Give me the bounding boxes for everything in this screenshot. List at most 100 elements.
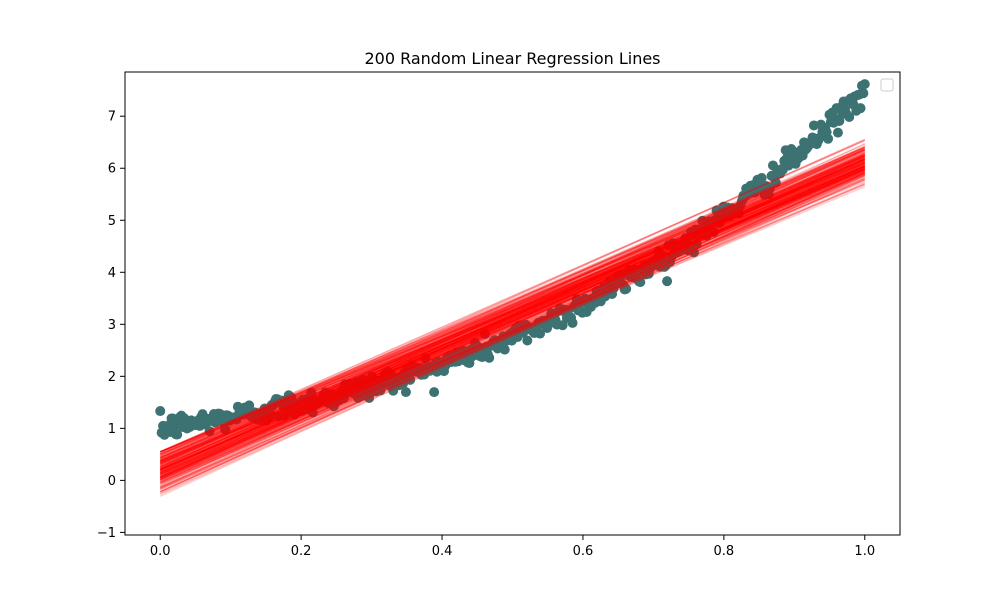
regression-line xyxy=(159,160,866,474)
regression-line xyxy=(159,154,866,466)
regression-line xyxy=(159,160,866,453)
regression-line xyxy=(159,165,866,476)
regression-line xyxy=(159,162,866,484)
regression-line xyxy=(159,174,866,495)
scatter-point xyxy=(823,133,834,144)
regression-line xyxy=(159,168,866,480)
regression-line xyxy=(159,170,866,463)
regression-line xyxy=(159,151,866,480)
regression-line xyxy=(159,177,866,495)
regression-line xyxy=(159,154,866,480)
x-tick-label: 0.0 xyxy=(150,544,171,559)
regression-line xyxy=(159,166,866,484)
regression-line xyxy=(159,173,866,484)
regression-line xyxy=(159,155,866,470)
regression-line xyxy=(159,167,866,479)
regression-line xyxy=(159,156,866,468)
regression-line xyxy=(159,148,866,455)
regression-line xyxy=(159,155,866,477)
regression-line xyxy=(159,146,866,457)
regression-line xyxy=(159,165,866,464)
regression-line xyxy=(159,166,866,473)
regression-line xyxy=(159,148,866,461)
regression-line xyxy=(159,160,866,464)
regression-line xyxy=(159,170,866,478)
regression-line xyxy=(159,155,866,464)
regression-line xyxy=(159,153,866,476)
regression-line xyxy=(159,143,866,459)
scatter-point xyxy=(535,328,546,339)
scatter-point xyxy=(567,317,578,328)
regression-line xyxy=(159,169,866,477)
regression-line xyxy=(159,151,866,470)
regression-line xyxy=(159,171,866,483)
regression-line xyxy=(159,165,866,456)
x-tick-label: 1.0 xyxy=(854,544,875,559)
regression-line xyxy=(159,139,866,453)
regression-line xyxy=(159,158,866,462)
regression-line xyxy=(159,154,866,479)
regression-line xyxy=(159,174,866,475)
regression-line xyxy=(159,183,866,480)
regression-line xyxy=(159,167,866,467)
scatter-point xyxy=(688,247,699,258)
regression-line xyxy=(159,160,866,470)
regression-line xyxy=(159,139,866,456)
regression-line xyxy=(159,152,866,459)
regression-line xyxy=(159,172,866,493)
scatter-point xyxy=(405,374,416,385)
regression-line xyxy=(159,156,866,453)
regression-line xyxy=(159,148,866,453)
regression-line xyxy=(159,166,866,455)
regression-line xyxy=(159,171,866,453)
regression-line xyxy=(159,160,866,468)
regression-line xyxy=(159,158,866,457)
y-tick-label: 4 xyxy=(108,266,116,281)
regression-line xyxy=(159,149,866,458)
regression-line xyxy=(159,174,866,493)
regression-line xyxy=(159,156,866,479)
regression-line xyxy=(159,159,866,471)
regression-line xyxy=(159,146,866,464)
regression-lines-layer xyxy=(159,138,866,497)
regression-line xyxy=(159,174,866,493)
scatter-point xyxy=(635,277,646,288)
regression-line xyxy=(159,166,866,477)
regression-line xyxy=(159,164,866,488)
regression-line xyxy=(159,155,866,455)
regression-line xyxy=(159,165,866,477)
scatter-point xyxy=(522,335,533,346)
regression-line xyxy=(159,158,866,475)
regression-line xyxy=(159,153,866,459)
scatter-point xyxy=(691,239,702,250)
regression-line xyxy=(159,168,866,480)
regression-line xyxy=(159,166,866,479)
regression-line xyxy=(159,162,866,475)
regression-line xyxy=(159,158,866,460)
regression-line xyxy=(159,154,866,473)
regression-line xyxy=(159,143,866,472)
y-tick-label: −1 xyxy=(97,526,116,541)
regression-line xyxy=(159,178,866,485)
regression-line xyxy=(159,158,866,481)
scatter-point xyxy=(306,387,317,398)
chart-title: 200 Random Linear Regression Lines xyxy=(364,49,660,68)
regression-line xyxy=(159,175,866,481)
scatter-point xyxy=(172,429,183,440)
regression-line xyxy=(159,171,866,489)
regression-line xyxy=(159,169,866,489)
regression-line xyxy=(159,154,866,453)
regression-line xyxy=(159,162,866,463)
regression-line xyxy=(159,183,866,479)
scatter-point xyxy=(844,112,855,123)
regression-line xyxy=(159,172,866,490)
regression-line xyxy=(159,150,866,460)
regression-line xyxy=(159,150,866,466)
regression-line xyxy=(159,177,866,478)
regression-line xyxy=(159,171,866,478)
regression-line xyxy=(159,163,866,465)
regression-line xyxy=(159,153,866,462)
scatter-point xyxy=(429,387,440,398)
regression-line xyxy=(159,163,866,453)
